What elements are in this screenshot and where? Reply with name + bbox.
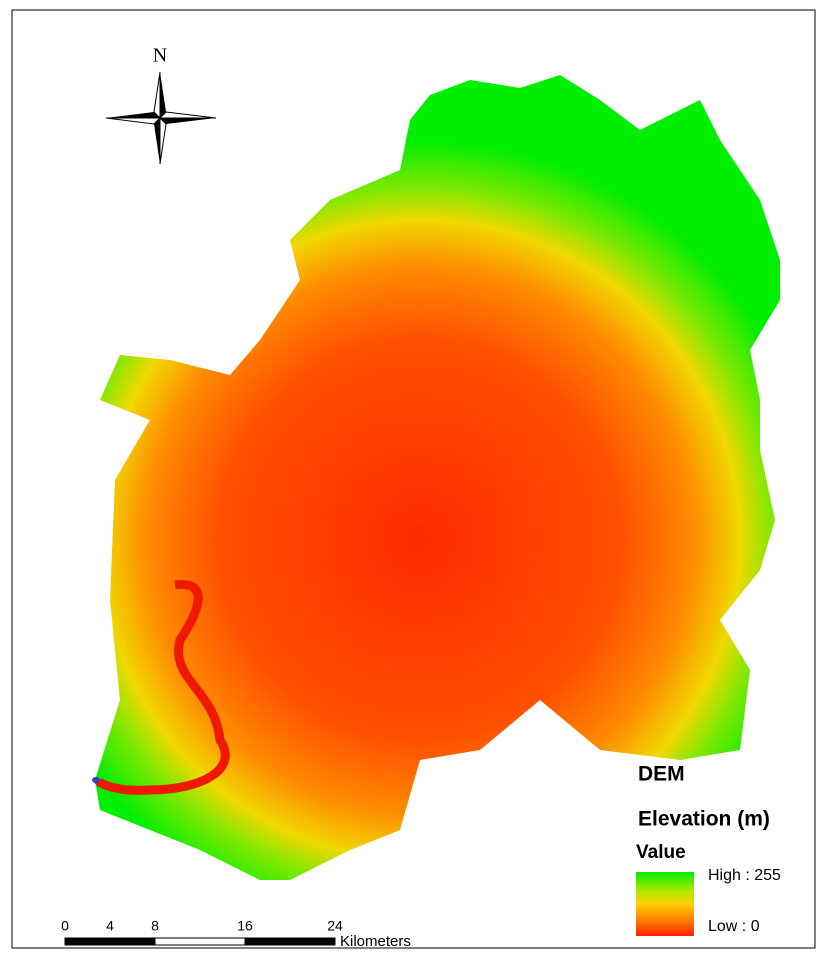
scale-segment	[65, 938, 110, 945]
legend-low: Low : 0	[708, 918, 760, 935]
scale-tick-label: 24	[327, 918, 343, 934]
scale-tick-label: 8	[151, 918, 159, 934]
legend-ramp	[636, 872, 694, 936]
legend-title: DEM	[638, 763, 685, 786]
north-label: N	[153, 45, 167, 67]
scale-unit: Kilometers	[340, 933, 411, 950]
scale-tick-label: 0	[61, 918, 69, 934]
scale-tick-label: 4	[106, 918, 114, 934]
water-body	[92, 777, 100, 783]
legend-subtitle: Elevation (m)	[638, 808, 770, 831]
scale-segment	[245, 938, 335, 945]
map-layout: N DEM Elevation (m) Value High : 255 Low…	[0, 0, 823, 956]
dem-raster	[95, 75, 780, 880]
scale-segment	[155, 938, 245, 945]
scale-tick-label: 16	[237, 918, 253, 934]
legend-high: High : 255	[708, 867, 781, 884]
scale-segment	[110, 938, 155, 945]
page: {"map": {"north_label": "N", "legend": {…	[0, 0, 823, 956]
legend-field: Value	[636, 842, 686, 863]
north-arrow	[106, 72, 216, 164]
